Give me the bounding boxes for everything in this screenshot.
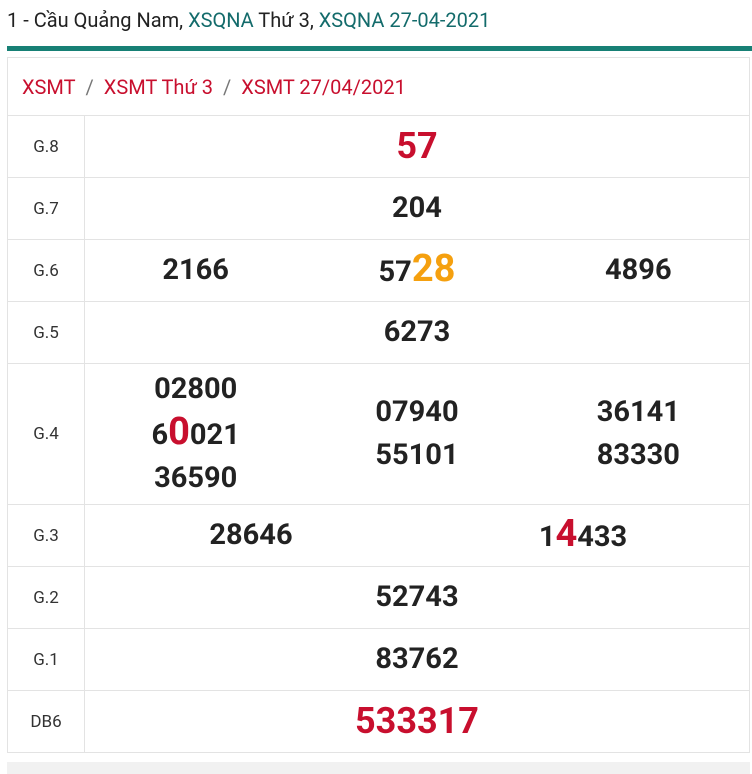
number: 5728	[306, 246, 527, 294]
digits: 021	[189, 418, 240, 452]
number-column: 204	[85, 183, 749, 234]
prize-row: G.3 28646 14433	[7, 505, 750, 567]
number: 14433	[417, 511, 749, 559]
number: 83330	[528, 434, 749, 477]
digits: 6	[151, 418, 169, 452]
header-link[interactable]: XSQNA 27-04-2021	[318, 8, 491, 32]
prize-row: G.6 2166 5728 4896	[7, 240, 750, 302]
number-column: 02800 60021 36590	[85, 364, 306, 504]
prize-label: G.2	[8, 567, 85, 628]
prize-row: G.5 6273	[7, 302, 750, 364]
prize-numbers: 57	[85, 116, 749, 177]
digits: 83330	[596, 438, 680, 472]
prize-numbers: 52743	[85, 567, 749, 628]
breadcrumb-separator: /	[85, 75, 94, 99]
highlight-digits: 28	[411, 246, 456, 291]
header: 1 - Cầu Quảng Nam, XSQNA Thứ 3, XSQNA 27…	[7, 8, 490, 32]
digits: 83762	[375, 642, 459, 676]
number-column: 57	[85, 121, 749, 172]
number-column: 2166	[85, 245, 306, 296]
number-column: 28646	[85, 510, 417, 561]
prize-row: G.1 83762	[7, 629, 750, 691]
digits: 533317	[355, 700, 479, 742]
number-column: 4896	[528, 245, 749, 296]
prize-row: DB6 533317	[7, 691, 750, 753]
prize-label: G.8	[8, 116, 85, 177]
number-column: 52743	[85, 572, 749, 623]
prize-numbers: 83762	[85, 629, 749, 690]
prize-row: G.2 52743	[7, 567, 750, 629]
number-column: 5728	[306, 244, 527, 298]
number: 4896	[528, 249, 749, 292]
prize-label: G.5	[8, 302, 85, 363]
number: 07940	[306, 391, 527, 434]
number: 36141	[528, 391, 749, 434]
number-column: 83762	[85, 634, 749, 685]
footer-strip	[7, 762, 750, 774]
number: 6273	[85, 311, 749, 354]
breadcrumb: XSMT / XSMT Thứ 3 / XSMT 27/04/2021	[7, 57, 750, 115]
accent-bar	[7, 46, 752, 51]
prize-numbers: 2166 5728 4896	[85, 240, 749, 301]
header-text: Thứ 3,	[253, 8, 319, 32]
digits: 02800	[154, 372, 238, 406]
number-column: 14433	[417, 509, 749, 563]
prize-numbers: 533317	[85, 691, 749, 752]
breadcrumb-link[interactable]: XSMT	[22, 75, 76, 99]
number: 533317	[85, 700, 749, 743]
prize-row: G.8 57	[7, 116, 750, 178]
breadcrumb-link[interactable]: XSMT 27/04/2021	[241, 75, 406, 99]
prize-numbers: 204	[85, 178, 749, 239]
number: 52743	[85, 576, 749, 619]
number: 2166	[85, 249, 306, 292]
digits: 55101	[375, 438, 459, 472]
digits: 204	[392, 191, 442, 225]
prize-row: G.4 02800 60021 36590 07940 55101 36141 83330	[7, 364, 750, 505]
number: 02800	[85, 368, 306, 411]
digits: 57	[378, 254, 412, 289]
breadcrumb-link[interactable]: XSMT Thứ 3	[103, 75, 214, 99]
digits: 433	[577, 519, 628, 554]
prize-numbers: 28646 14433	[85, 505, 749, 566]
number: 55101	[306, 434, 527, 477]
prize-numbers: 6273	[85, 302, 749, 363]
number-column: 533317	[85, 696, 749, 747]
prize-label: G.4	[8, 364, 85, 504]
number: 36590	[85, 457, 306, 500]
prize-label: G.7	[8, 178, 85, 239]
number: 204	[85, 187, 749, 230]
digits: 52743	[375, 580, 459, 614]
digits: 2166	[162, 253, 229, 287]
digits: 36141	[596, 395, 680, 429]
digits: 07940	[375, 395, 459, 429]
result-table: G.8 57 G.7 204 G.6 2166 5728 4896 G.5 6273 G.4 0280…	[7, 115, 750, 753]
digits: 4896	[605, 253, 672, 287]
number: 60021	[85, 411, 306, 457]
prize-label: G.3	[8, 505, 85, 566]
digits: 6273	[383, 315, 451, 349]
digits: 36590	[154, 461, 238, 495]
highlight-digits: 0	[168, 410, 190, 454]
highlight-digits: 4	[555, 511, 578, 556]
number-column: 6273	[85, 307, 749, 358]
number: 28646	[85, 514, 417, 557]
prize-label: G.6	[8, 240, 85, 301]
breadcrumb-separator: /	[223, 75, 232, 99]
header-link[interactable]: XSQNA	[188, 8, 254, 32]
header-text: 1 - Cầu Quảng Nam,	[7, 8, 189, 32]
prize-label: DB6	[8, 691, 85, 752]
number: 57	[85, 125, 749, 168]
prize-label: G.1	[8, 629, 85, 690]
digits: 57	[396, 125, 438, 167]
prize-row: G.7 204	[7, 178, 750, 240]
number-column: 07940 55101	[306, 387, 527, 481]
number-column: 36141 83330	[528, 387, 749, 481]
digits: 1	[538, 519, 556, 554]
number: 83762	[85, 638, 749, 681]
digits: 28646	[209, 518, 293, 552]
prize-numbers: 02800 60021 36590 07940 55101 36141 83330	[85, 364, 749, 504]
